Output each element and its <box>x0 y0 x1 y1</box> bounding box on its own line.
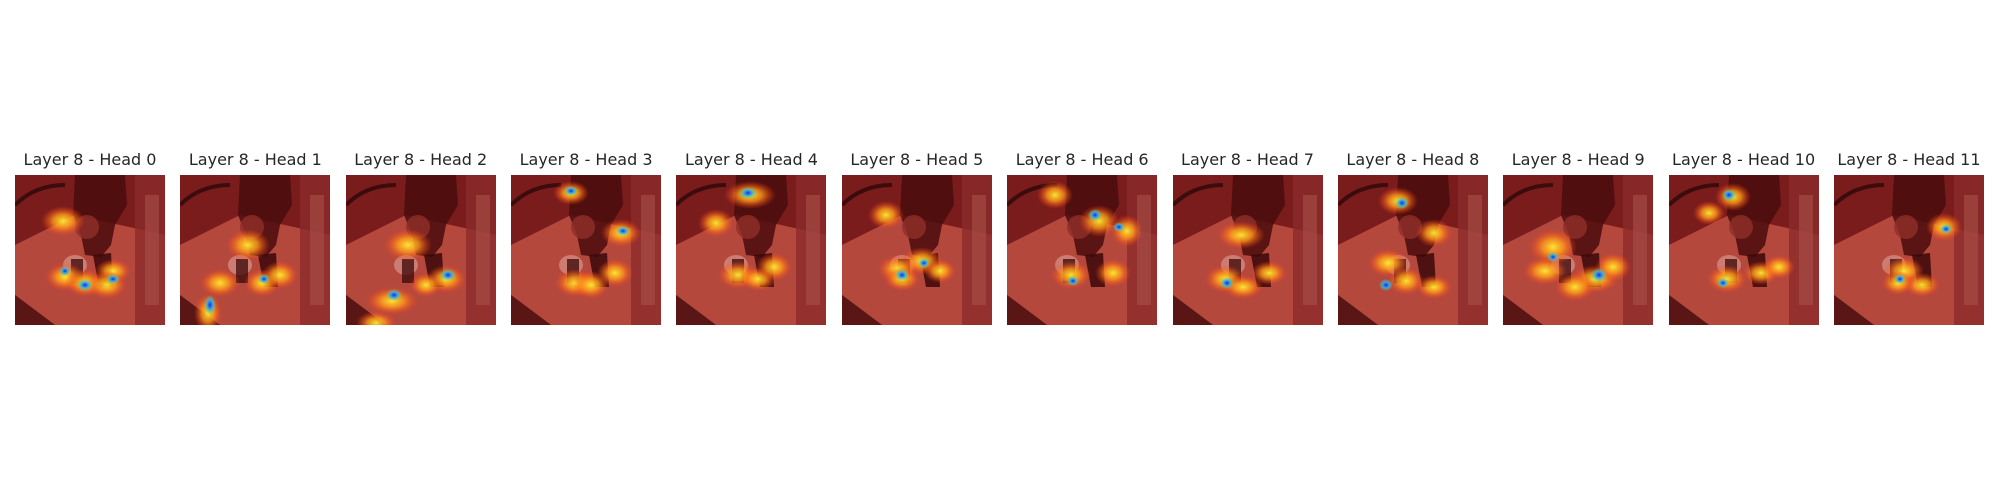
attention-overlay-image <box>1337 175 1488 325</box>
panel-title: Layer 8 - Head 2 <box>354 150 488 169</box>
attention-overlay-image <box>15 175 165 325</box>
attention-overlay-image <box>676 175 827 325</box>
panel-title: Layer 8 - Head 8 <box>1346 150 1480 169</box>
attention-overlay-image <box>1007 175 1158 325</box>
panel-title: Layer 8 - Head 10 <box>1672 150 1816 169</box>
attention-overlay-image <box>1833 175 1984 325</box>
panel-title: Layer 8 - Head 0 <box>23 150 157 169</box>
panel-title: Layer 8 - Head 7 <box>1181 150 1314 169</box>
attention-overlay-image <box>1172 175 1323 325</box>
panel-title: Layer 8 - Head 1 <box>188 150 322 169</box>
attention-overlay-image <box>841 175 992 325</box>
attention-overlay-image <box>1503 175 1654 325</box>
attention-overlay-image <box>1668 175 1819 325</box>
panel-title: Layer 8 - Head 9 <box>1511 150 1645 169</box>
attention-overlay-image <box>345 175 496 325</box>
panel-title: Layer 8 - Head 3 <box>519 150 653 169</box>
attention-overlay-image <box>511 175 662 325</box>
attention-overlay-image <box>180 175 331 325</box>
panel-title: Layer 8 - Head 11 <box>1837 150 1981 169</box>
panel-title: Layer 8 - Head 4 <box>684 150 818 169</box>
panel-title: Layer 8 - Head 5 <box>850 150 984 169</box>
panel-title: Layer 8 - Head 6 <box>1015 150 1149 169</box>
